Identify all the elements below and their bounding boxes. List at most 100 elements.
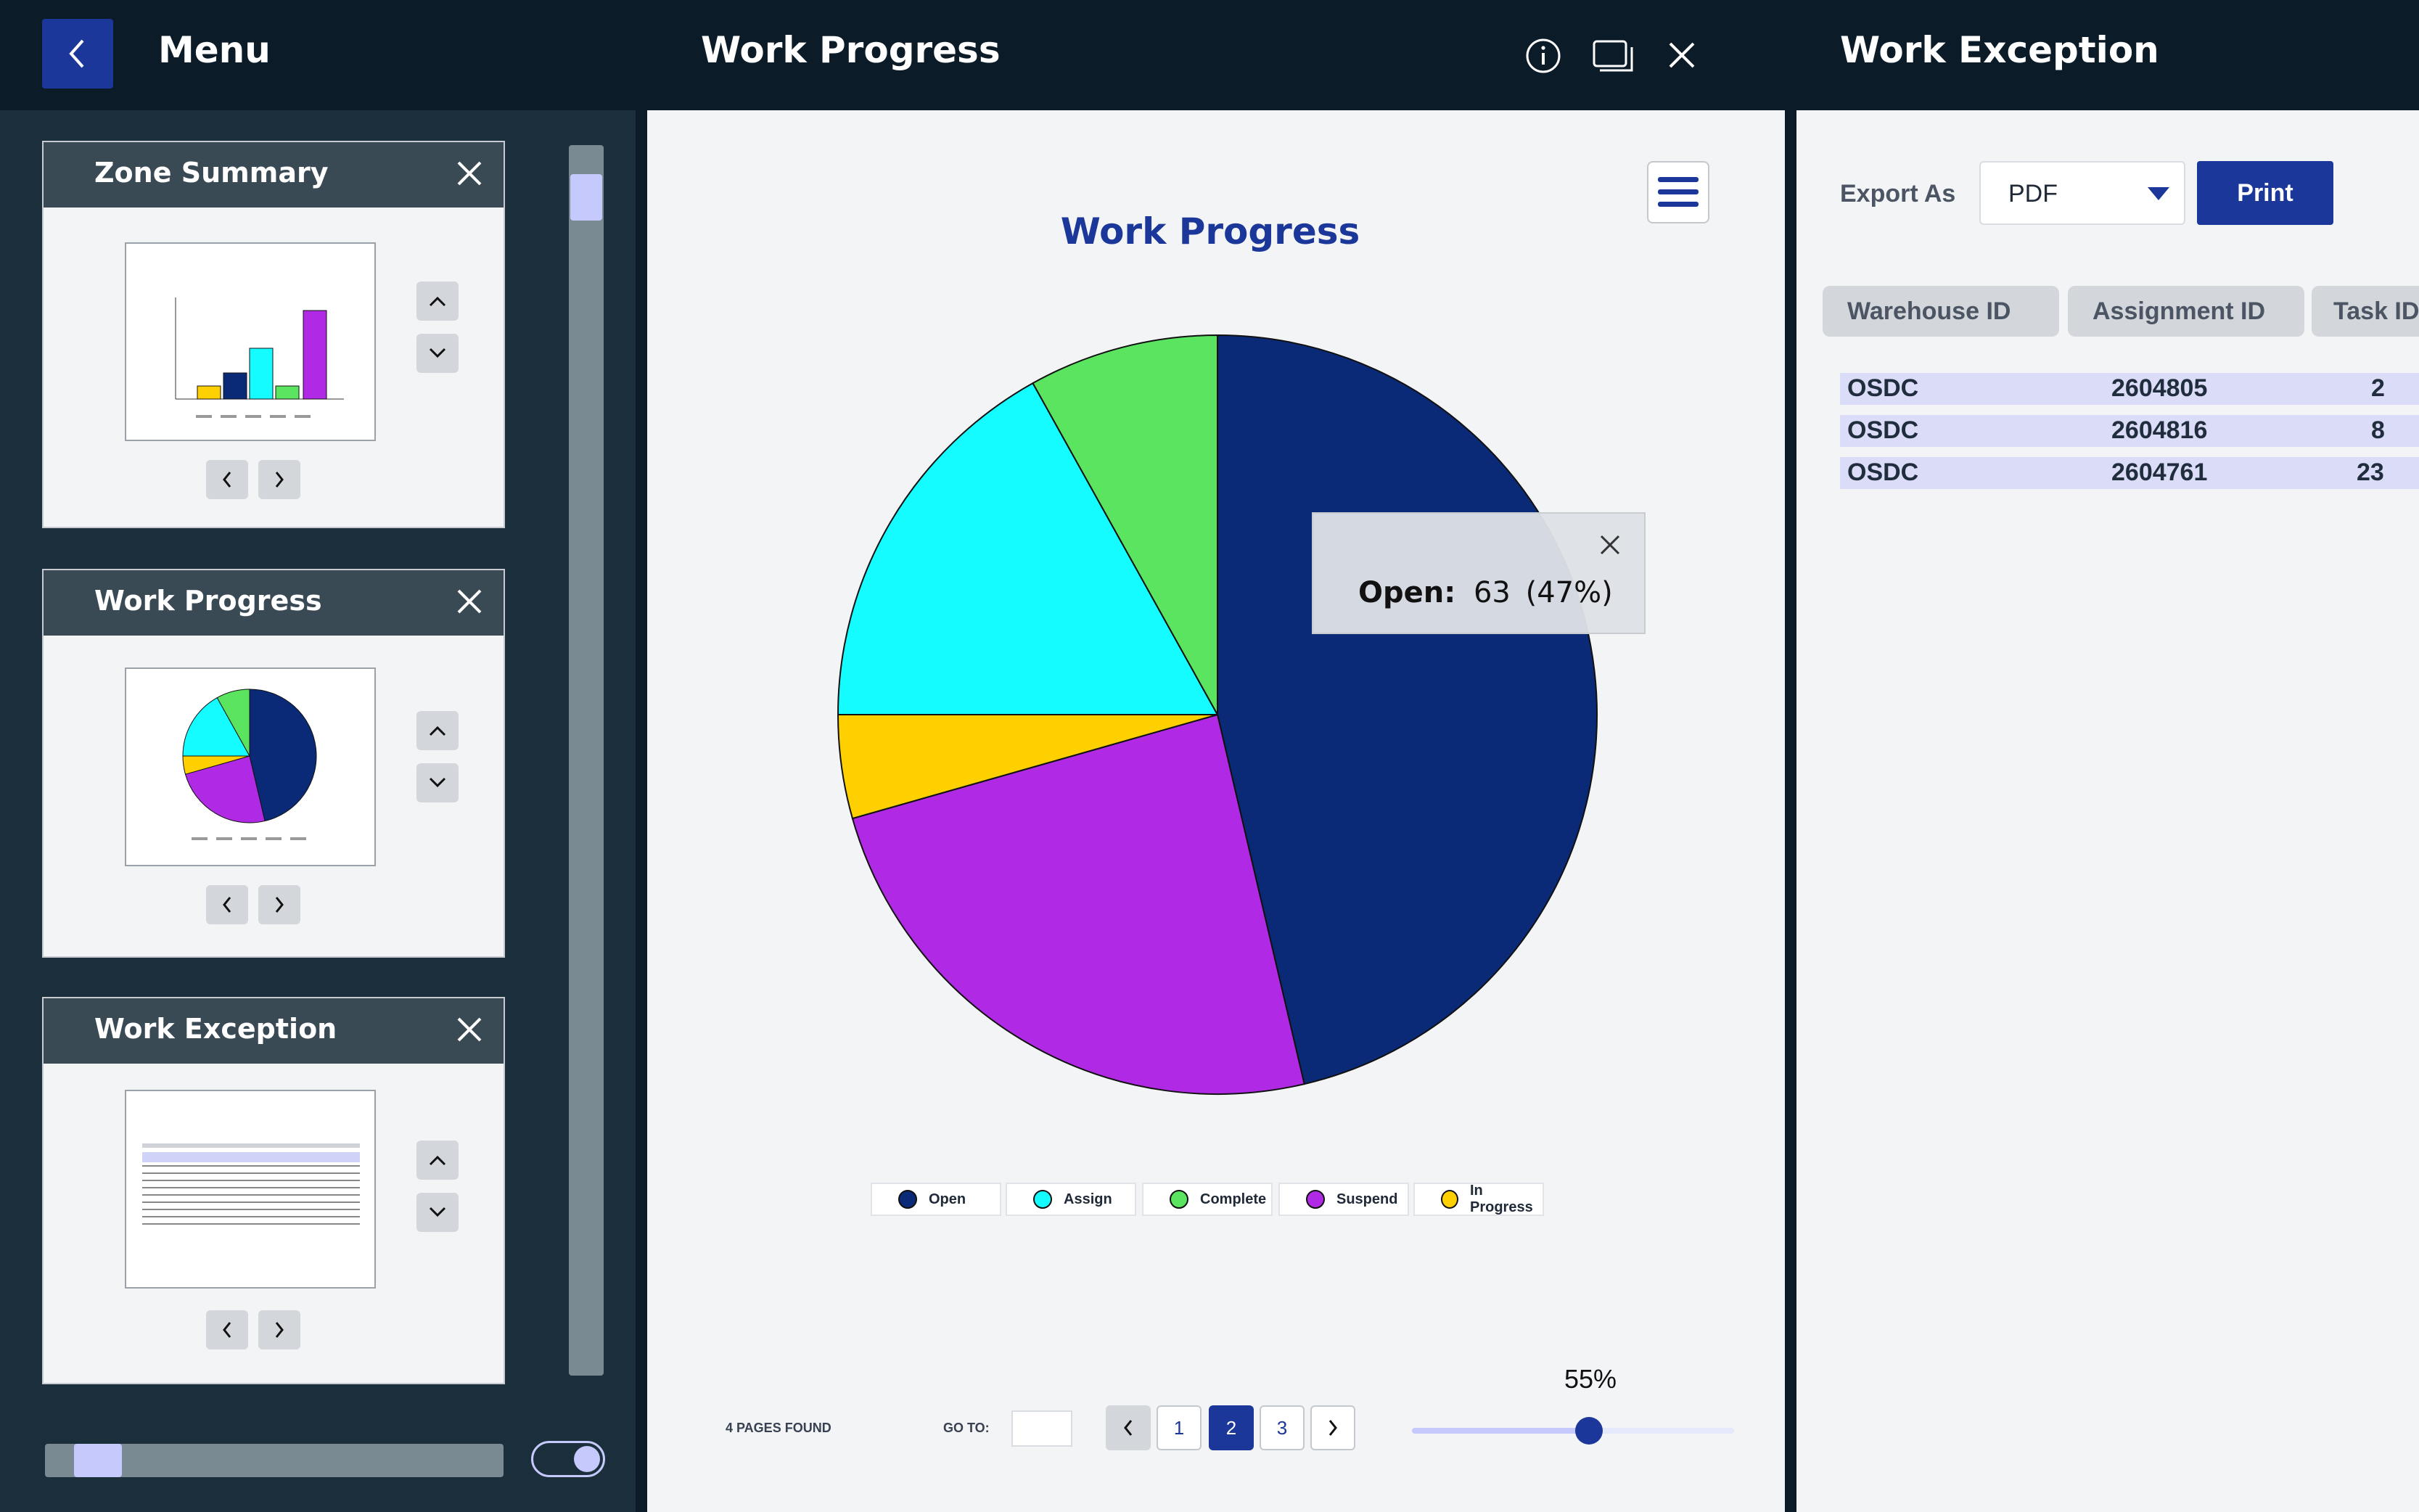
pie-chart-thumbnail[interactable]	[125, 667, 376, 866]
legend-swatch	[898, 1190, 917, 1209]
legend-item-complete[interactable]: Complete	[1142, 1183, 1273, 1216]
table-row[interactable]: OSDC 2604805 2	[1840, 373, 2419, 405]
chevron-left-icon	[223, 1322, 231, 1338]
close-icon[interactable]	[451, 1011, 488, 1048]
toggle-knob	[574, 1446, 600, 1472]
move-down-button[interactable]	[416, 763, 459, 802]
card-header: Zone Summary	[44, 142, 504, 208]
thumb-pie-slice-open[interactable]	[249, 689, 317, 822]
close-icon[interactable]	[1598, 533, 1622, 557]
next-button[interactable]	[258, 460, 300, 499]
info-icon[interactable]	[1525, 38, 1561, 74]
cell-warehouse-id: OSDC	[1847, 374, 1919, 402]
next-button[interactable]	[258, 885, 300, 924]
prev-page-button[interactable]	[1106, 1405, 1151, 1450]
card-header: Work Exception	[44, 998, 504, 1064]
cell-assignment-id: 2604805	[2111, 374, 2208, 402]
zoom-slider-fill	[1412, 1428, 1590, 1434]
legend-item-assign[interactable]: Assign	[1006, 1183, 1136, 1216]
column-header-task-id[interactable]: Task ID	[2312, 286, 2419, 337]
chart-tooltip: Open: 63 (47%)	[1312, 512, 1646, 634]
horizontal-scrollbar[interactable]	[45, 1444, 504, 1477]
legend-label: Open	[929, 1191, 966, 1207]
cell-assignment-id: 2604816	[2111, 416, 2208, 444]
next-page-button[interactable]	[1310, 1405, 1355, 1450]
table-row[interactable]: OSDC 2604761 23	[1840, 457, 2419, 489]
page-button-3[interactable]: 3	[1260, 1405, 1305, 1450]
caret-down-icon	[2148, 187, 2169, 200]
vertical-scrollbar[interactable]	[569, 145, 604, 1376]
hamburger-icon	[1658, 177, 1699, 207]
prev-button[interactable]	[206, 885, 248, 924]
legend-label: Complete	[1200, 1191, 1267, 1207]
bar-chart-thumbnail[interactable]	[125, 242, 376, 441]
zoom-slider-thumb[interactable]	[1575, 1417, 1603, 1445]
close-icon[interactable]	[451, 155, 488, 192]
legend-swatch	[1170, 1190, 1188, 1209]
zoom-slider[interactable]	[1412, 1417, 1734, 1445]
chevron-up-icon	[429, 1155, 446, 1166]
column-header-assignment-id[interactable]: Assignment ID	[2068, 286, 2304, 337]
thumb-pie-slice-assign[interactable]	[182, 697, 250, 757]
move-down-button[interactable]	[416, 1193, 459, 1232]
card-title: Zone Summary	[94, 157, 329, 189]
close-icon[interactable]	[1666, 39, 1698, 71]
menu-title: Menu	[158, 29, 271, 71]
legend-item-in-progress[interactable]: In Progress	[1413, 1183, 1544, 1216]
chevron-up-icon	[429, 726, 446, 736]
prev-button[interactable]	[206, 460, 248, 499]
tooltip-percent: (47%)	[1525, 576, 1613, 609]
move-down-button[interactable]	[416, 334, 459, 373]
panel-title: Work Progress	[701, 29, 1001, 71]
back-button[interactable]	[42, 19, 113, 89]
table-row[interactable]: OSDC 2604816 8	[1840, 415, 2419, 447]
prev-button[interactable]	[206, 1310, 248, 1349]
move-up-button[interactable]	[416, 282, 459, 321]
work-exception-header: Work Exception	[1796, 0, 2419, 110]
window-icon[interactable]	[1592, 39, 1634, 73]
move-up-button[interactable]	[416, 711, 459, 750]
column-header-warehouse-id[interactable]: Warehouse ID	[1823, 286, 2059, 337]
legend-item-suspend[interactable]: Suspend	[1278, 1183, 1409, 1216]
thumb-pie-slice-complete[interactable]	[216, 689, 250, 757]
tooltip-text: Open: 63 (47%)	[1358, 576, 1613, 609]
scrollbar-thumb[interactable]	[570, 174, 602, 221]
zone-summary-card: Zone Summary	[42, 141, 505, 528]
legend-label: In Progress	[1470, 1183, 1533, 1215]
thumb-pie-slice-suspend[interactable]	[184, 755, 266, 823]
panel-title: Work Exception	[1840, 29, 2159, 71]
hamburger-menu-button[interactable]	[1647, 161, 1709, 223]
export-format-select[interactable]: PDF	[1979, 161, 2185, 225]
chevron-right-icon	[275, 1322, 284, 1338]
chevron-left-icon	[223, 897, 231, 913]
chart-title: Work Progress	[1060, 210, 1360, 252]
page-button-2[interactable]: 2	[1209, 1405, 1254, 1450]
zoom-label: 55%	[1564, 1364, 1617, 1394]
card-title: Work Exception	[94, 1013, 337, 1045]
tooltip-value: 63	[1473, 576, 1511, 609]
goto-input[interactable]	[1011, 1410, 1072, 1447]
card-title: Work Progress	[94, 585, 322, 617]
move-up-button[interactable]	[416, 1141, 459, 1180]
work-exception-card: Work Exception	[42, 997, 505, 1384]
toggle-switch[interactable]	[531, 1441, 605, 1477]
legend-swatch	[1441, 1190, 1458, 1209]
close-icon[interactable]	[451, 583, 488, 620]
work-exception-panel: Work Exception Export As PDF Print	[1796, 0, 2419, 1512]
chevron-left-icon	[1124, 1420, 1133, 1436]
table-thumbnail[interactable]	[125, 1090, 376, 1289]
page-button-1[interactable]: 1	[1157, 1405, 1202, 1450]
cell-task-id: 23	[2357, 459, 2384, 486]
print-button[interactable]: Print	[2197, 161, 2333, 225]
legend-label: Assign	[1064, 1191, 1112, 1207]
legend-item-open[interactable]: Open	[871, 1183, 1001, 1216]
chevron-right-icon	[1328, 1420, 1337, 1436]
scrollbar-thumb[interactable]	[74, 1444, 122, 1477]
pie-slice-suspend[interactable]	[851, 713, 1305, 1095]
pie-slice-complete[interactable]	[1032, 334, 1218, 718]
pie-slice-assign[interactable]	[837, 382, 1219, 715]
chevron-right-icon	[275, 897, 284, 913]
chevron-up-icon	[429, 296, 446, 307]
next-button[interactable]	[258, 1310, 300, 1349]
goto-label: GO TO:	[943, 1421, 990, 1435]
